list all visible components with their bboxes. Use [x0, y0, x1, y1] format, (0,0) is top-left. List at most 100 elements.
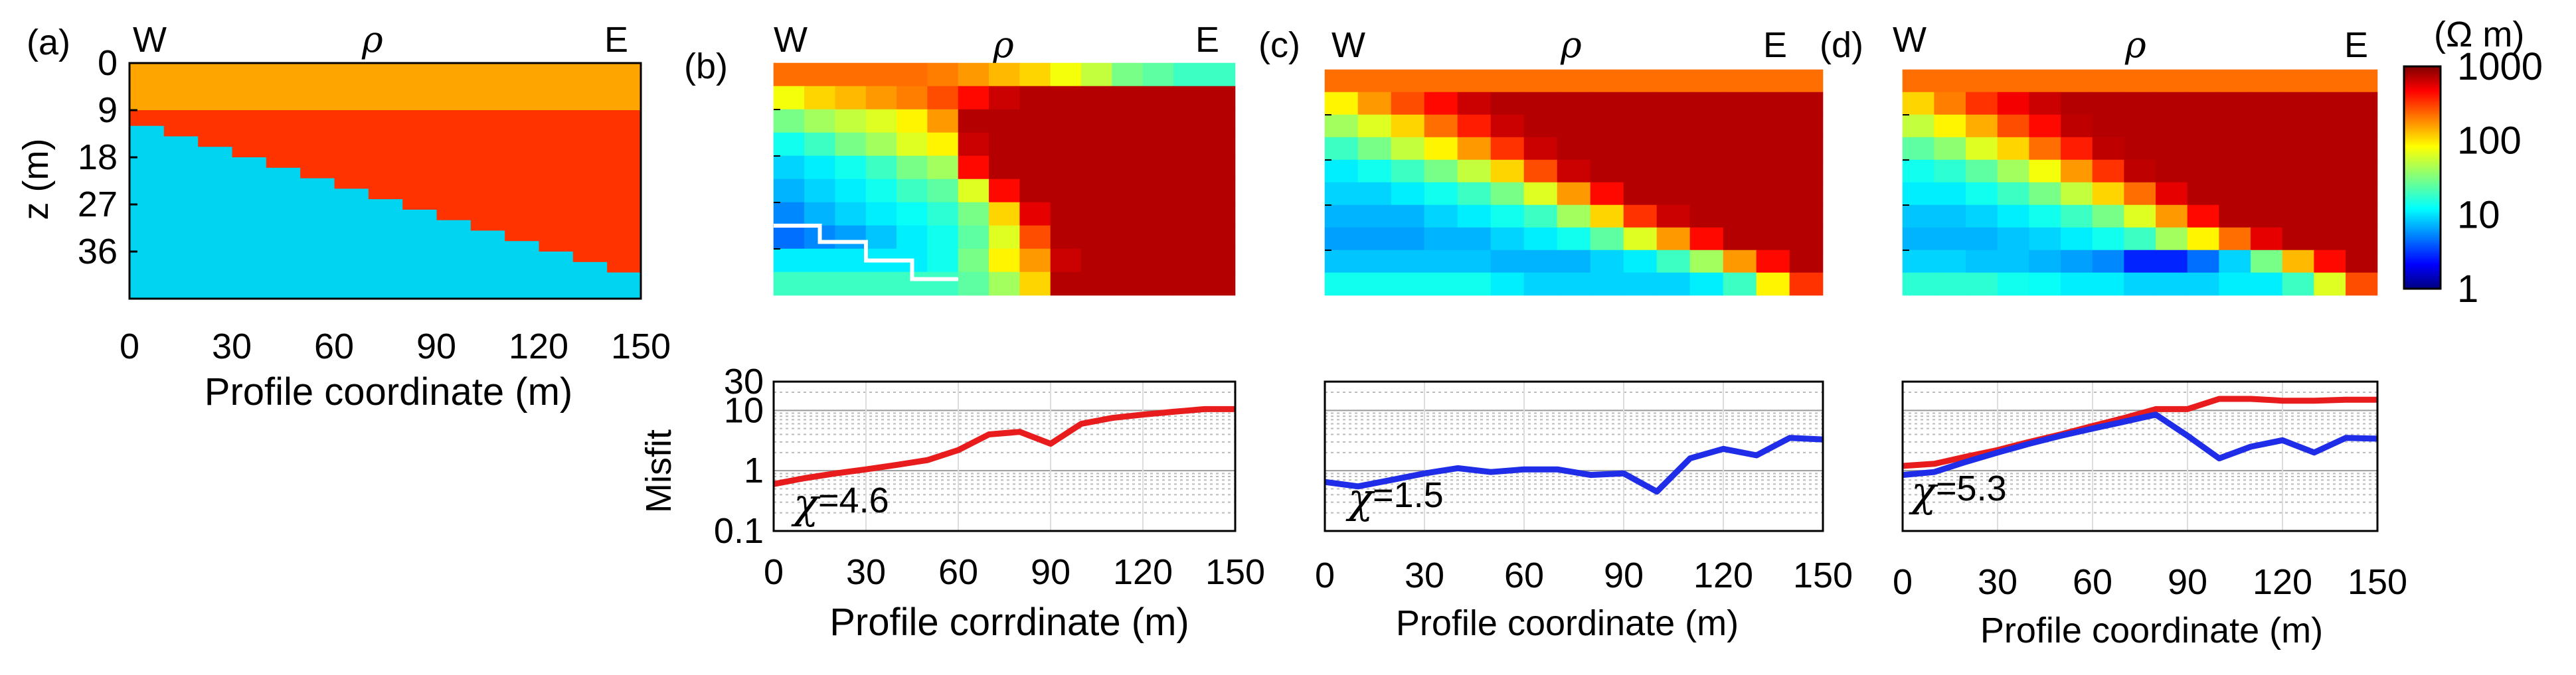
panel-d-chi-symbol: χ — [1909, 467, 1938, 516]
resistivity-cell — [2092, 250, 2124, 273]
resistivity-cell — [1050, 179, 1082, 203]
resistivity-cell — [2219, 159, 2251, 183]
panel-a-x-tick-label: 120 — [509, 327, 568, 366]
resistivity-cell — [1523, 92, 1558, 115]
top-layer — [129, 63, 641, 110]
resistivity-cell — [2061, 204, 2093, 228]
resistivity-cell — [1557, 227, 1591, 251]
resistivity-cell — [1324, 159, 1359, 183]
resistivity-cell — [2346, 182, 2378, 206]
resistivity-cell — [2156, 182, 2188, 206]
resistivity-cell — [1112, 132, 1144, 157]
basement-column — [265, 167, 301, 299]
resistivity-cell — [989, 109, 1020, 133]
resistivity-cell — [804, 62, 835, 87]
resistivity-cell — [835, 109, 867, 133]
panel-c-x-axis-label: Profile coordinate (m) — [1396, 603, 1739, 643]
resistivity-cell — [2156, 137, 2188, 161]
misfit-frame — [1901, 380, 2379, 532]
resistivity-cell — [2092, 272, 2124, 296]
resistivity-cell — [773, 155, 805, 180]
resistivity-cell — [1490, 182, 1525, 206]
resistivity-cell — [1490, 227, 1525, 251]
resistivity-cell — [2282, 204, 2314, 228]
resistivity-cell — [2156, 69, 2188, 93]
resistivity-cell — [865, 202, 897, 226]
resistivity-cell — [865, 155, 897, 180]
resistivity-cell — [865, 179, 897, 203]
resistivity-cell — [1019, 248, 1051, 273]
resistivity-cell — [1934, 137, 1966, 161]
resistivity-cell — [927, 271, 959, 296]
resistivity-cell — [1204, 202, 1236, 226]
resistivity-cell — [989, 132, 1020, 157]
resistivity-cell — [1934, 92, 1966, 115]
resistivity-cell — [2282, 69, 2314, 93]
resistivity-cell — [1902, 69, 1934, 93]
resistivity-cell — [1902, 92, 1934, 115]
resistivity-cell — [1723, 182, 1757, 206]
resistivity-cell — [804, 179, 835, 203]
resistivity-cell — [1424, 69, 1458, 93]
resistivity-cell — [1934, 204, 1966, 228]
resistivity-cell — [2061, 69, 2093, 93]
resistivity-cell — [1689, 92, 1724, 115]
resistivity-cell — [897, 109, 928, 133]
resistivity-cell — [1689, 182, 1724, 206]
panel-b-resistivity-grid — [773, 62, 1236, 296]
resistivity-cell — [2156, 159, 2188, 183]
resistivity-cell — [2029, 69, 2061, 93]
x-tick-label: 120 — [1693, 556, 1753, 595]
resistivity-cell — [1204, 109, 1236, 133]
panel-a-x-tick-label: 60 — [314, 327, 354, 366]
resistivity-cell — [1457, 250, 1492, 273]
resistivity-cell — [989, 62, 1020, 87]
resistivity-cell — [1689, 227, 1724, 251]
panel-a-x-axis-label: Profile coordinate (m) — [205, 370, 572, 413]
resistivity-cell — [865, 109, 897, 133]
basement-column — [367, 199, 403, 299]
resistivity-cell — [1656, 114, 1691, 138]
resistivity-cell — [1204, 86, 1236, 110]
resistivity-cell — [1523, 159, 1558, 183]
resistivity-cell — [1173, 62, 1205, 87]
resistivity-cell — [1457, 137, 1492, 161]
resistivity-cell — [2124, 159, 2156, 183]
resistivity-cell — [1789, 159, 1824, 183]
resistivity-cell — [2029, 92, 2061, 115]
resistivity-cell — [1112, 225, 1144, 250]
resistivity-cell — [2061, 114, 2093, 138]
misfit-series-blue — [1902, 412, 2378, 479]
resistivity-cell — [1490, 204, 1525, 228]
resistivity-cell — [773, 132, 805, 157]
resistivity-cell — [1966, 114, 1998, 138]
resistivity-cell — [2156, 250, 2188, 273]
resistivity-cell — [1173, 271, 1205, 296]
resistivity-cell — [2156, 92, 2188, 115]
resistivity-cell — [1357, 114, 1392, 138]
resistivity-cell — [2061, 272, 2093, 296]
panel-a-y-tick-label: 27 — [78, 185, 118, 224]
panel-c-west-label: W — [1331, 25, 1365, 65]
colorbar-tick-label: 1000 — [2457, 45, 2543, 88]
basement-column — [470, 230, 505, 299]
resistivity-cell — [1756, 114, 1790, 138]
resistivity-cell — [1424, 92, 1458, 115]
x-tick-label: 90 — [1604, 556, 1644, 595]
resistivity-cell — [835, 202, 867, 226]
resistivity-cell — [958, 202, 989, 226]
panel-b-chi-symbol: χ — [791, 479, 821, 528]
resistivity-cell — [2251, 227, 2283, 251]
resistivity-cell — [2282, 182, 2314, 206]
resistivity-cell — [1081, 86, 1112, 110]
panel-a-x-tick-label: 30 — [212, 327, 252, 366]
resistivity-cell — [1081, 225, 1112, 250]
resistivity-cell — [2314, 272, 2346, 296]
resistivity-cell — [1391, 159, 1425, 183]
resistivity-cell — [2092, 182, 2124, 206]
resistivity-cell — [2092, 69, 2124, 93]
misfit-series-misfit — [1324, 435, 1824, 495]
resistivity-cell — [1789, 137, 1824, 161]
resistivity-cell — [1623, 182, 1658, 206]
resistivity-cell — [1523, 114, 1558, 138]
